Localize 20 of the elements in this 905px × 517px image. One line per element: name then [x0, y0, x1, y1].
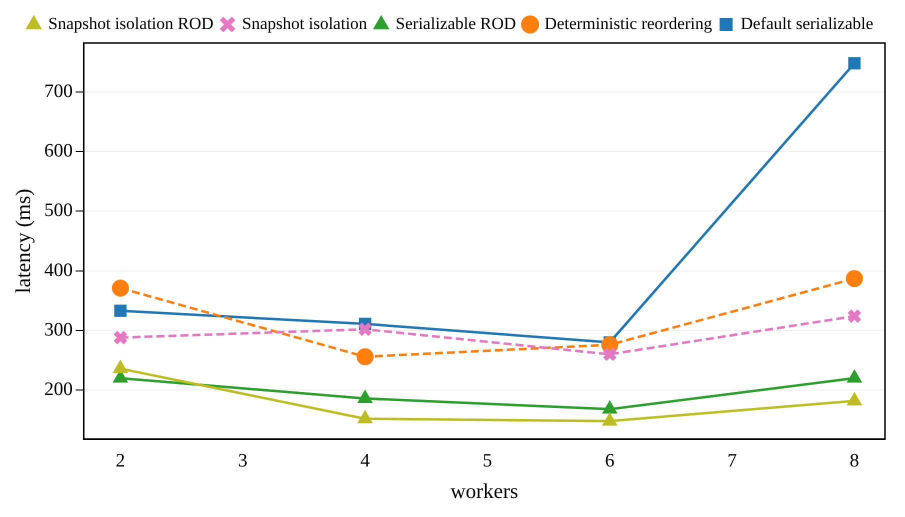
legend-label: Deterministic reordering: [544, 14, 713, 33]
x-tick-label: 2: [116, 450, 126, 472]
legend-label: Snapshot isolation ROD: [48, 14, 214, 33]
y-tick-label: 400: [44, 260, 73, 281]
y-tick-label: 700: [44, 80, 73, 102]
x-tick-label: 4: [360, 450, 370, 472]
x-tick-label: 5: [482, 450, 492, 472]
x-tick-label: 7: [727, 450, 737, 472]
y-tick-label: 500: [44, 200, 73, 222]
x-axis-title: workers: [450, 478, 518, 503]
y-tick-label: 600: [44, 140, 73, 162]
y-tick-label: 200: [44, 379, 73, 400]
legend-label: Default serializable: [740, 14, 874, 33]
x-tick-label: 6: [604, 450, 614, 472]
y-tick-label: 300: [44, 319, 73, 340]
legend-label: Serializable ROD: [396, 14, 516, 33]
y-axis-title: latency (ms): [11, 188, 36, 294]
x-tick-label: 8: [850, 450, 860, 472]
x-tick-label: 3: [238, 450, 248, 472]
legend-label: Snapshot isolation: [242, 14, 368, 33]
